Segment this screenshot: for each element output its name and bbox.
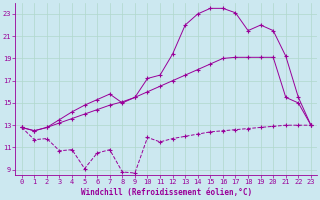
X-axis label: Windchill (Refroidissement éolien,°C): Windchill (Refroidissement éolien,°C) xyxy=(81,188,252,197)
